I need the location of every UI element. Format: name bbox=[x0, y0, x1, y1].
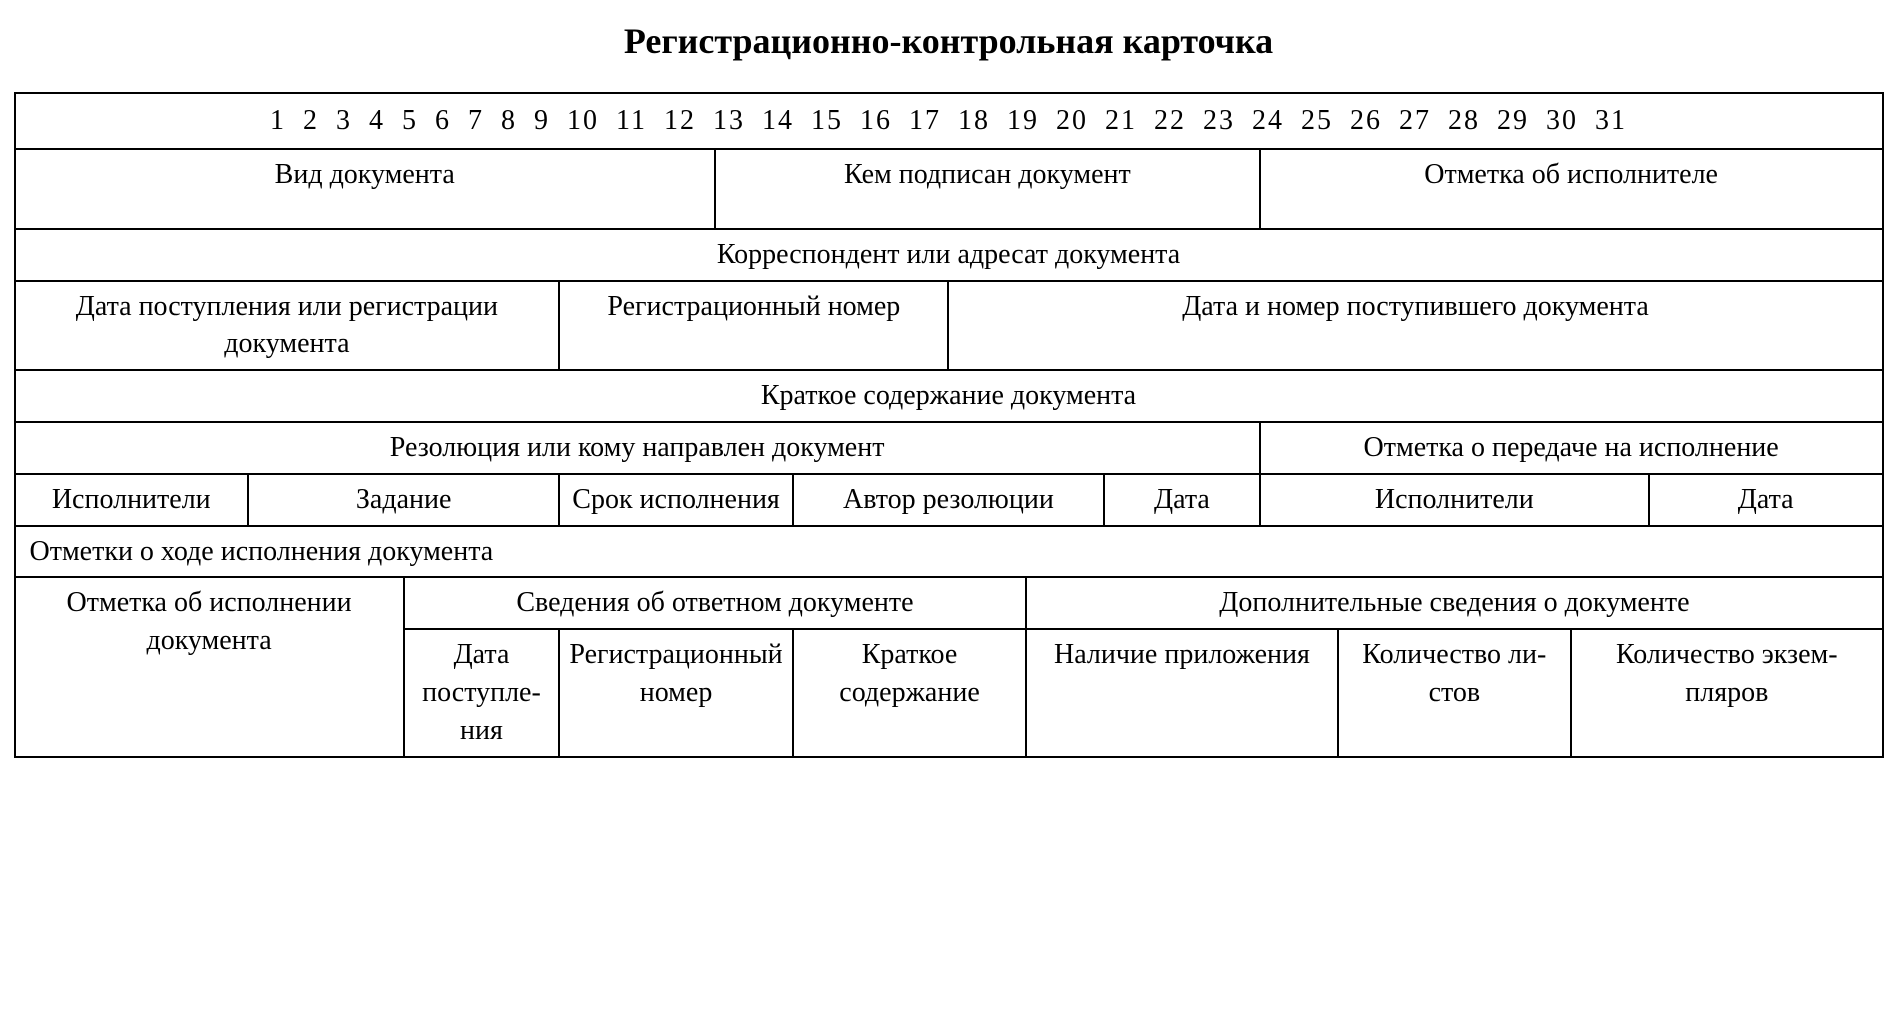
cell-response-reg-number: Регистраци­онный но­мер bbox=[559, 629, 792, 756]
cell-correspondent: Корреспондент или адресат документа bbox=[15, 229, 1883, 281]
cell-response-receipt-date: Дата поступле­ния bbox=[404, 629, 560, 756]
cell-deadline: Срок исполнения bbox=[559, 474, 792, 526]
cell-receipt-reg-date: Дата поступления или регистрации докумен… bbox=[15, 281, 560, 371]
cell-has-attachment: Наличие приложения bbox=[1026, 629, 1337, 756]
cell-resolution-author: Автор резолюции bbox=[793, 474, 1104, 526]
cell-progress-marks: Отметки о ходе исполнения документа bbox=[15, 526, 1883, 578]
cell-transfer-mark: Отметка о передаче на исполнение bbox=[1260, 422, 1883, 474]
cell-signed-by: Кем подписан документ bbox=[715, 149, 1260, 229]
cell-executors-2: Исполнители bbox=[1260, 474, 1649, 526]
card-title: Регистрационно-контрольная карточка bbox=[14, 20, 1884, 62]
cell-executor-mark: Отметка об исполнителе bbox=[1260, 149, 1883, 229]
cell-copy-count: Количе­ство экзем­пляров bbox=[1571, 629, 1882, 756]
cell-summary: Краткое содержание документа bbox=[15, 370, 1883, 422]
cell-response-summary: Краткое содержание bbox=[793, 629, 1026, 756]
calendar-days: 1 2 3 4 5 6 7 8 9 10 11 12 13 14 15 16 1… bbox=[15, 93, 1883, 149]
cell-sheet-count: Количе­ство ли­стов bbox=[1338, 629, 1571, 756]
cell-date-1: Дата bbox=[1104, 474, 1260, 526]
cell-task: Задание bbox=[248, 474, 559, 526]
cell-executors-1: Исполнители bbox=[15, 474, 248, 526]
cell-reg-number: Регистрационный номер bbox=[559, 281, 948, 371]
cell-date-2: Дата bbox=[1649, 474, 1883, 526]
cell-additional-info-header: Дополнительные сведения о документе bbox=[1026, 577, 1882, 629]
cell-resolution: Резолюция или кому направлен документ bbox=[15, 422, 1260, 474]
cell-doc-type: Вид документа bbox=[15, 149, 715, 229]
cell-incoming-doc: Дата и номер поступившего документа bbox=[948, 281, 1882, 371]
cell-response-info-header: Сведения об ответном документе bbox=[404, 577, 1027, 629]
cell-completion-mark: Отметка об исполне­нии документа bbox=[15, 577, 404, 756]
registration-card-table: 1 2 3 4 5 6 7 8 9 10 11 12 13 14 15 16 1… bbox=[14, 92, 1884, 758]
